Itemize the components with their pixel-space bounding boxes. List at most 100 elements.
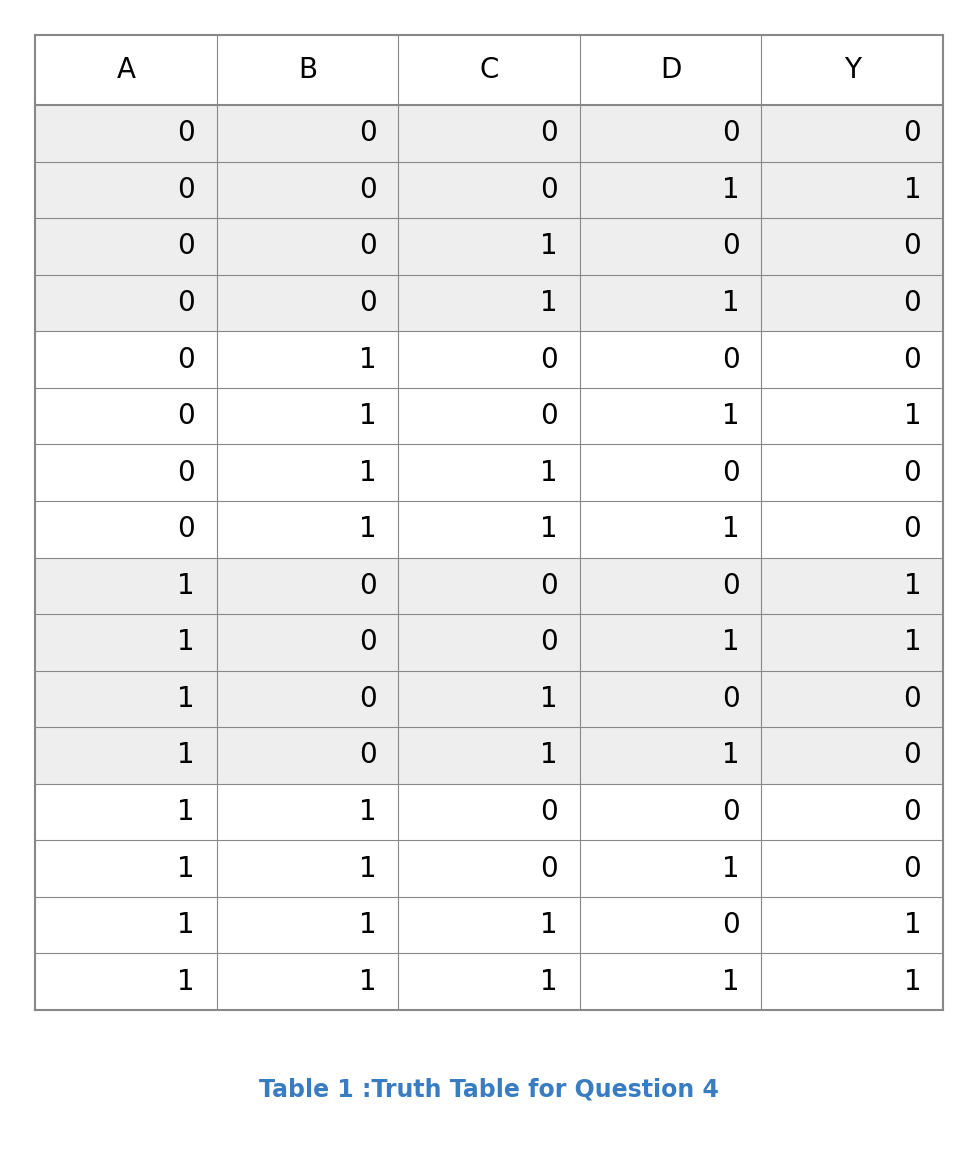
- Bar: [35, 727, 942, 784]
- Text: 0: 0: [721, 232, 739, 260]
- Bar: [35, 784, 942, 841]
- Bar: [35, 218, 942, 275]
- Text: Table 1 :Truth Table for Question 4: Table 1 :Truth Table for Question 4: [259, 1078, 718, 1102]
- Text: 0: 0: [721, 345, 739, 374]
- Text: 1: 1: [540, 459, 558, 486]
- Text: 0: 0: [359, 120, 376, 147]
- Bar: [35, 841, 942, 897]
- Text: 0: 0: [177, 120, 194, 147]
- Text: 1: 1: [721, 515, 739, 543]
- Text: 1: 1: [903, 176, 920, 204]
- Bar: [35, 558, 942, 614]
- Text: 1: 1: [177, 572, 194, 600]
- Text: 1: 1: [177, 742, 194, 769]
- Text: 1: 1: [721, 402, 739, 430]
- Text: 1: 1: [177, 967, 194, 996]
- Text: 0: 0: [539, 854, 558, 882]
- Text: 1: 1: [540, 911, 558, 940]
- Text: 0: 0: [539, 120, 558, 147]
- Text: 0: 0: [539, 798, 558, 826]
- Text: 1: 1: [359, 967, 376, 996]
- Bar: [35, 670, 942, 727]
- Bar: [35, 331, 942, 388]
- Text: 0: 0: [721, 685, 739, 713]
- Bar: [35, 34, 942, 105]
- Text: 1: 1: [177, 798, 194, 826]
- Text: 0: 0: [721, 120, 739, 147]
- Text: 0: 0: [903, 120, 920, 147]
- Text: 0: 0: [177, 459, 194, 486]
- Text: 0: 0: [177, 515, 194, 543]
- Text: 1: 1: [177, 628, 194, 657]
- Text: 0: 0: [539, 572, 558, 600]
- Text: 0: 0: [359, 176, 376, 204]
- Text: 0: 0: [177, 402, 194, 430]
- Text: 0: 0: [359, 628, 376, 657]
- Text: 1: 1: [721, 967, 739, 996]
- Text: 0: 0: [359, 232, 376, 260]
- Bar: [35, 897, 942, 953]
- Text: 0: 0: [359, 572, 376, 600]
- Bar: [35, 444, 942, 501]
- Bar: [35, 501, 942, 558]
- Text: 1: 1: [540, 685, 558, 713]
- Text: 1: 1: [359, 459, 376, 486]
- Text: 1: 1: [721, 854, 739, 882]
- Bar: [35, 388, 942, 444]
- Text: 1: 1: [903, 628, 920, 657]
- Text: 1: 1: [540, 232, 558, 260]
- Text: Y: Y: [843, 56, 860, 84]
- Text: 1: 1: [177, 685, 194, 713]
- Text: 0: 0: [539, 402, 558, 430]
- Text: A: A: [116, 56, 135, 84]
- Bar: [35, 953, 942, 1010]
- Text: 0: 0: [903, 459, 920, 486]
- Text: 0: 0: [539, 345, 558, 374]
- Text: 0: 0: [539, 176, 558, 204]
- Text: 1: 1: [359, 854, 376, 882]
- Text: 1: 1: [721, 176, 739, 204]
- Text: 0: 0: [721, 459, 739, 486]
- Text: 0: 0: [359, 289, 376, 317]
- Text: 1: 1: [177, 854, 194, 882]
- Text: 1: 1: [359, 911, 376, 940]
- Text: 0: 0: [177, 232, 194, 260]
- Bar: [35, 161, 942, 218]
- Text: 1: 1: [903, 967, 920, 996]
- Bar: [35, 614, 942, 670]
- Bar: [35, 275, 942, 331]
- Text: 1: 1: [359, 798, 376, 826]
- Text: 1: 1: [721, 289, 739, 317]
- Text: 1: 1: [359, 402, 376, 430]
- Text: 0: 0: [903, 854, 920, 882]
- Text: 0: 0: [721, 911, 739, 940]
- Text: 0: 0: [903, 515, 920, 543]
- Text: 0: 0: [177, 345, 194, 374]
- Text: 1: 1: [177, 911, 194, 940]
- Text: 0: 0: [359, 685, 376, 713]
- Text: 1: 1: [903, 402, 920, 430]
- Text: 1: 1: [540, 515, 558, 543]
- Text: 1: 1: [721, 742, 739, 769]
- Text: 1: 1: [903, 911, 920, 940]
- Text: 0: 0: [903, 289, 920, 317]
- Text: 0: 0: [539, 628, 558, 657]
- Text: 0: 0: [903, 685, 920, 713]
- Text: D: D: [659, 56, 681, 84]
- Text: C: C: [479, 56, 498, 84]
- Text: 0: 0: [903, 742, 920, 769]
- Text: 0: 0: [903, 798, 920, 826]
- Text: 0: 0: [721, 798, 739, 826]
- Text: 1: 1: [359, 345, 376, 374]
- Text: 1: 1: [540, 289, 558, 317]
- Text: 1: 1: [721, 628, 739, 657]
- Text: 0: 0: [903, 345, 920, 374]
- Text: B: B: [298, 56, 317, 84]
- Bar: [35, 105, 942, 161]
- Text: 0: 0: [177, 176, 194, 204]
- Text: 0: 0: [177, 289, 194, 317]
- Text: 1: 1: [903, 572, 920, 600]
- Text: 1: 1: [540, 742, 558, 769]
- Text: 1: 1: [359, 515, 376, 543]
- Text: 0: 0: [721, 572, 739, 600]
